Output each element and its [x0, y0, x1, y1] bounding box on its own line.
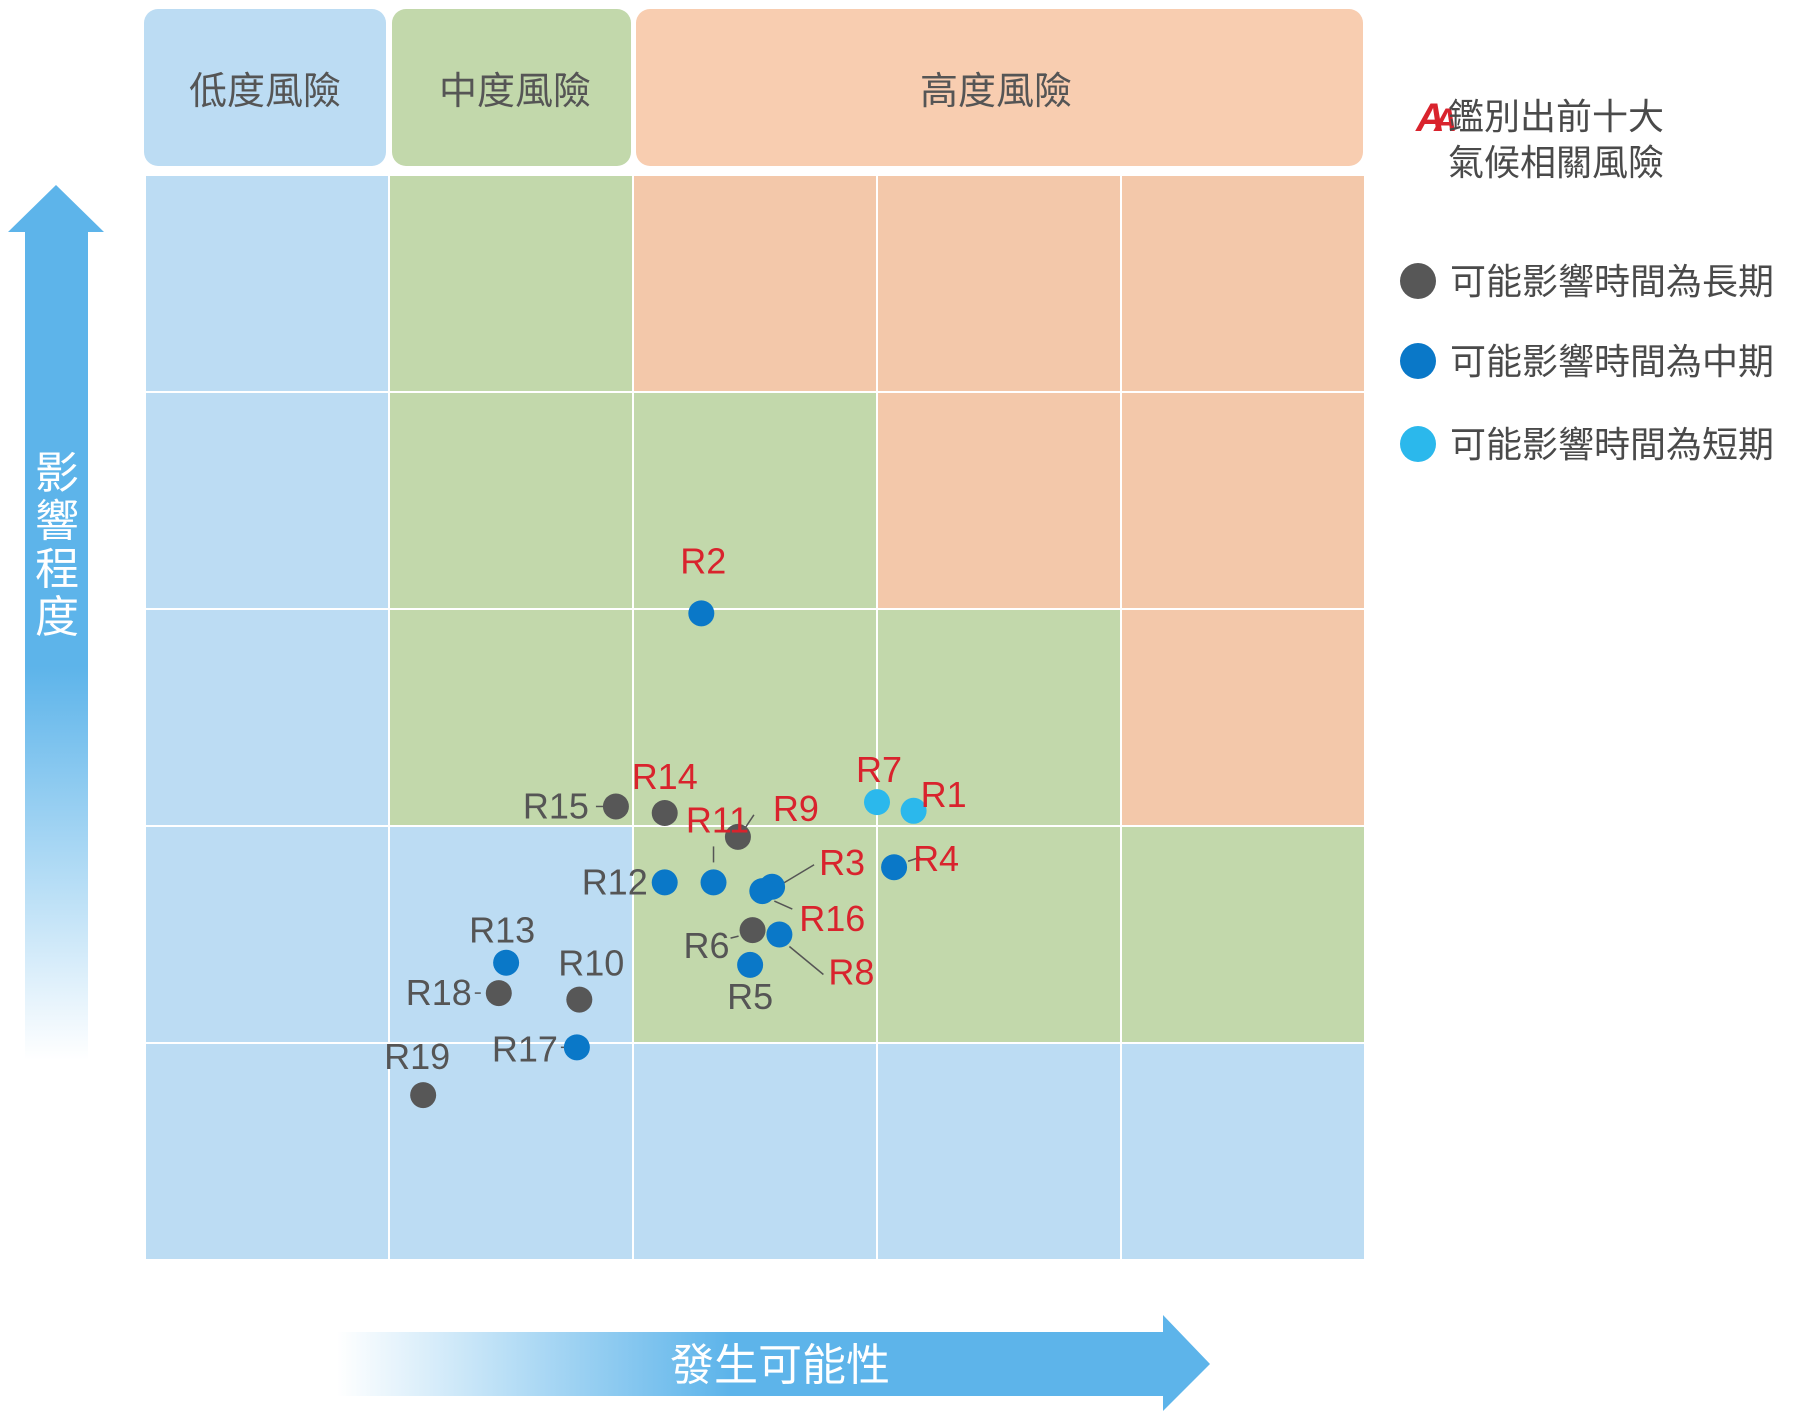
point-r10: [566, 986, 593, 1013]
point-r18: [485, 980, 512, 1007]
point-r16: [749, 878, 776, 905]
y-axis-label-char: 影: [35, 449, 79, 498]
y-axis-label-char: 程: [35, 545, 79, 594]
y-axis-arrow-shape: [8, 185, 104, 1060]
point-label-r1: R1: [921, 774, 967, 815]
zone-low-label: 低度風險: [189, 71, 341, 113]
top10-marker-text: A: [1415, 96, 1445, 140]
point-r7: [864, 789, 890, 816]
point-r14: [651, 799, 678, 826]
x-axis-arrow-shape: [337, 1315, 1210, 1411]
point-r1: [900, 797, 927, 824]
grid-cell-high: [1120, 391, 1366, 610]
x-axis-arrow: 發生可能性: [337, 1315, 1210, 1411]
grid-cell-low: [144, 825, 390, 1044]
point-r11: [700, 869, 727, 896]
point-r15: [602, 793, 629, 820]
point-label-r9: R9: [773, 788, 819, 829]
y-axis-arrow: 影響程度: [8, 185, 104, 1060]
grid-cell-high: [876, 174, 1122, 393]
point-r5: [737, 951, 764, 978]
grid-cell-low: [388, 1042, 634, 1261]
legend-top10-line2: 氣候相關風險: [1448, 142, 1664, 183]
point-label-r4: R4: [913, 838, 959, 879]
grid-cell-medium: [876, 608, 1122, 827]
point-r8: [766, 921, 793, 948]
y-axis-label: 影響程度: [35, 449, 79, 642]
y-axis-label-char: 度: [35, 593, 79, 642]
point-label-r15: R15: [523, 785, 589, 826]
y-axis-label-char: 響: [35, 497, 79, 546]
leader-line-r6: [730, 935, 739, 939]
legend-short-dot: [1400, 426, 1436, 462]
top10-marker-shadow: A: [1433, 102, 1457, 138]
legend: A A 鑑別出前十大 氣候相關風險 可能影響時間為長期 可能影響時間為中期 可能…: [1400, 96, 1774, 465]
x-axis-label: 發生可能性: [670, 1341, 890, 1390]
point-label-r8: R8: [828, 952, 874, 993]
point-label-r7: R7: [856, 749, 902, 790]
point-r13: [493, 949, 520, 976]
grid-cell-low: [144, 174, 390, 393]
leader-lines: [474, 805, 921, 1049]
zone-headers: 低度風險 中度風險 高度風險: [144, 9, 1363, 166]
point-label-r14: R14: [632, 756, 698, 797]
point-label-r10: R10: [558, 943, 624, 984]
point-r6: [739, 917, 766, 944]
grid-cell-medium: [388, 608, 634, 827]
grid-cell-high: [1120, 174, 1366, 393]
grid-cell-low: [1120, 1042, 1366, 1261]
legend-top10-line1: 鑑別出前十大: [1448, 96, 1664, 137]
point-label-r5: R5: [727, 976, 773, 1017]
point-r9: [724, 823, 751, 850]
zone-medium-label: 中度風險: [439, 71, 591, 113]
leader-line-r16: [774, 900, 793, 910]
data-points: R1 R2 R3 R4 R5 R6 R7 R8 R9 R10 R11 R12 R13 R14 R15 R16 R…: [384, 540, 967, 1109]
grid-cell-medium: [388, 174, 634, 393]
leader-line-r8: [788, 945, 824, 976]
point-r2: [688, 600, 715, 627]
point-r17: [563, 1034, 590, 1061]
zone-high-label: 高度風險: [920, 71, 1072, 113]
legend-medium-dot: [1400, 343, 1436, 379]
point-label-r17: R17: [492, 1028, 558, 1069]
grid-cell-high: [876, 391, 1122, 610]
point-label-r11: R11: [686, 799, 749, 840]
point-label-r18: R18: [406, 972, 472, 1013]
legend-long-dot: [1400, 263, 1436, 299]
grid-cell-high: [1120, 608, 1366, 827]
legend-short-label: 可能影響時間為短期: [1450, 424, 1774, 465]
grid-cell-medium: [632, 608, 878, 827]
point-label-r6: R6: [684, 925, 730, 966]
zone-medium-box: [392, 9, 631, 166]
legend-medium-label: 可能影響時間為中期: [1450, 341, 1774, 382]
grid-cell-low: [876, 1042, 1122, 1261]
grid-cell-low: [632, 1042, 878, 1261]
point-r12: [651, 869, 678, 896]
point-label-r12: R12: [582, 861, 648, 902]
grid-cell-medium: [876, 825, 1122, 1044]
point-label-r16: R16: [799, 898, 865, 939]
point-label-r13: R13: [469, 910, 535, 951]
leader-line-r9: [745, 814, 755, 828]
zone-high-box: [636, 9, 1363, 166]
legend-long-label: 可能影響時間為長期: [1450, 261, 1774, 302]
grid-cell-low: [144, 608, 390, 827]
risk-grid: [144, 174, 1366, 1261]
grid-cell-medium: [1120, 825, 1366, 1044]
grid-cell-low: [144, 391, 390, 610]
point-r4: [881, 854, 908, 881]
point-r19: [410, 1082, 437, 1109]
point-label-r19: R19: [384, 1036, 450, 1077]
leader-line-r3: [783, 864, 815, 884]
top10-marker-icon: A A: [1415, 96, 1457, 140]
point-label-r2: R2: [680, 540, 726, 581]
zone-low-box: [144, 9, 386, 166]
grid-cell-medium: [632, 391, 878, 610]
grid-cell-high: [632, 174, 878, 393]
grid-cell-low: [144, 1042, 390, 1261]
point-label-r3: R3: [819, 842, 865, 883]
grid-cell-medium: [388, 391, 634, 610]
leader-line-r4: [907, 856, 921, 862]
